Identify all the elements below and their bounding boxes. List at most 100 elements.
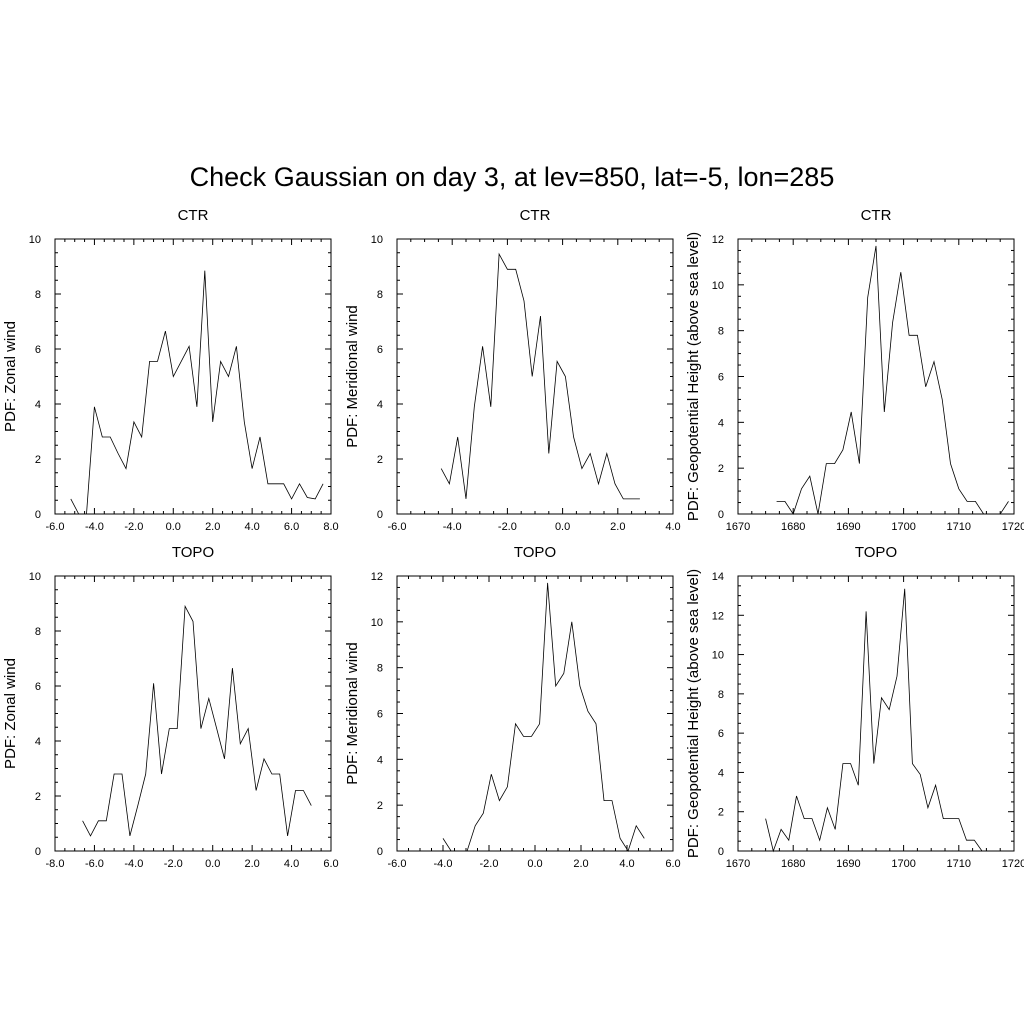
x-tick-label: 2.0 <box>573 858 588 870</box>
x-tick-label: -6.0 <box>388 858 407 870</box>
x-tick-label: 8.0 <box>323 521 338 533</box>
x-tick-label: 2.0 <box>244 858 259 870</box>
y-axis-label: PDF: Zonal wind <box>2 321 19 432</box>
y-tick-label: 0 <box>377 846 383 858</box>
y-axis-label: PDF: Meridional wind <box>344 642 361 785</box>
x-tick-label: -8.0 <box>46 858 65 870</box>
x-tick-label: 1700 <box>891 858 915 870</box>
y-axis-label: PDF: Meridional wind <box>344 305 361 448</box>
x-tick-label: 1700 <box>891 521 915 533</box>
x-tick-label: 1670 <box>726 521 750 533</box>
y-tick-label: 0 <box>718 509 724 521</box>
y-tick-label: 4 <box>718 767 724 779</box>
x-tick-label: -4.0 <box>85 521 104 533</box>
x-tick-label: 4.0 <box>665 521 680 533</box>
y-tick-label: 8 <box>35 626 41 638</box>
x-tick-label: -6.0 <box>85 858 104 870</box>
y-tick-label: 6 <box>718 728 724 740</box>
y-tick-label: 6 <box>718 372 724 384</box>
chart-panel: CTR PDF: Meridional wind -6.0 -4.0 -2.0 0.0 2.… <box>344 207 681 533</box>
x-tick-label: -4.0 <box>434 858 453 870</box>
x-tick-label: 1680 <box>781 858 805 870</box>
y-tick-label: 2 <box>718 807 724 819</box>
y-tick-label: 4 <box>35 736 41 748</box>
y-tick-label: 10 <box>371 617 383 629</box>
x-tick-label: 0.0 <box>205 858 220 870</box>
chart-panel: CTR PDF: Zonal wind -6.0 -4.0 -2.0 0.0 2.0 4.0 6… <box>2 207 339 533</box>
y-tick-label: 2 <box>35 791 41 803</box>
y-tick-label: 6 <box>35 681 41 693</box>
chart-panel: CTR PDF: Geopotential Height (above sea l… <box>685 207 1024 533</box>
y-tick-label: 10 <box>371 234 383 246</box>
chart-panel: TOPO PDF: Meridional wind -6.0 -4.0 -2.0 0.0 2… <box>344 544 681 870</box>
x-tick-label: 4.0 <box>244 521 259 533</box>
y-axis-label: PDF: Geopotential Height (above sea leve… <box>685 569 702 858</box>
y-tick-label: 4 <box>377 754 383 766</box>
y-axis-label: PDF: Geopotential Height (above sea leve… <box>685 232 702 521</box>
pdf-series-line <box>765 588 983 853</box>
x-tick-label: 2.0 <box>610 521 625 533</box>
x-tick-label: -6.0 <box>388 521 407 533</box>
pdf-series-line <box>82 604 312 837</box>
panel-title: CTR <box>178 207 209 224</box>
panel-title: TOPO <box>855 544 897 561</box>
figure-title: Check Gaussian on day 3, at lev=850, lat… <box>190 162 835 192</box>
x-tick-label: -2.0 <box>124 521 143 533</box>
x-tick-label: 6.0 <box>284 521 299 533</box>
pdf-series-line <box>70 270 324 515</box>
y-tick-label: 0 <box>35 846 41 858</box>
x-tick-label: -2.0 <box>498 521 517 533</box>
x-tick-label: -2.0 <box>164 858 183 870</box>
x-tick-label: 1710 <box>947 521 971 533</box>
y-tick-label: 0 <box>377 509 383 521</box>
y-tick-label: 2 <box>377 454 383 466</box>
y-axis-label: PDF: Zonal wind <box>2 658 19 769</box>
y-tick-label: 10 <box>29 234 41 246</box>
y-tick-label: 12 <box>712 234 724 246</box>
x-tick-label: -6.0 <box>46 521 65 533</box>
y-tick-label: 12 <box>712 610 724 622</box>
x-tick-label: -4.0 <box>124 858 143 870</box>
panel-title: CTR <box>861 207 892 224</box>
y-tick-label: 0 <box>35 509 41 521</box>
y-tick-label: 4 <box>718 417 724 429</box>
x-tick-label: 0.0 <box>527 858 542 870</box>
x-tick-label: -4.0 <box>443 521 462 533</box>
x-tick-label: 2.0 <box>205 521 220 533</box>
panel-title: TOPO <box>514 544 556 561</box>
x-tick-label: 6.0 <box>323 858 338 870</box>
x-tick-label: 1690 <box>836 858 860 870</box>
y-tick-label: 10 <box>712 280 724 292</box>
x-tick-label: 6.0 <box>665 858 680 870</box>
pdf-series-line <box>442 582 645 852</box>
y-tick-label: 4 <box>35 399 41 411</box>
pdf-series-line <box>440 252 640 500</box>
x-tick-label: 1680 <box>781 521 805 533</box>
y-tick-label: 0 <box>718 846 724 858</box>
x-tick-label: -2.0 <box>480 858 499 870</box>
x-tick-label: 1710 <box>947 858 971 870</box>
y-tick-label: 10 <box>712 650 724 662</box>
y-tick-label: 4 <box>377 399 383 411</box>
y-tick-label: 2 <box>377 800 383 812</box>
x-tick-label: 1720 <box>1002 521 1024 533</box>
y-tick-label: 8 <box>377 663 383 675</box>
x-tick-label: 1690 <box>836 521 860 533</box>
y-tick-label: 2 <box>35 454 41 466</box>
y-tick-label: 8 <box>718 326 724 338</box>
chart-panel: TOPO PDF: Zonal wind -8.0 -6.0 -4.0 -2.0 0.0 2.… <box>2 544 339 870</box>
y-tick-label: 8 <box>718 689 724 701</box>
x-tick-label: 1670 <box>726 858 750 870</box>
y-tick-label: 8 <box>35 289 41 301</box>
y-tick-label: 14 <box>712 571 724 583</box>
chart-panel: TOPO PDF: Geopotential Height (above sea … <box>685 544 1024 870</box>
x-tick-label: 1720 <box>1002 858 1024 870</box>
x-tick-label: 4.0 <box>619 858 634 870</box>
y-tick-label: 6 <box>377 709 383 721</box>
panel-title: TOPO <box>172 544 214 561</box>
y-tick-label: 6 <box>377 344 383 356</box>
x-tick-label: 0.0 <box>166 521 181 533</box>
x-tick-label: 0.0 <box>555 521 570 533</box>
